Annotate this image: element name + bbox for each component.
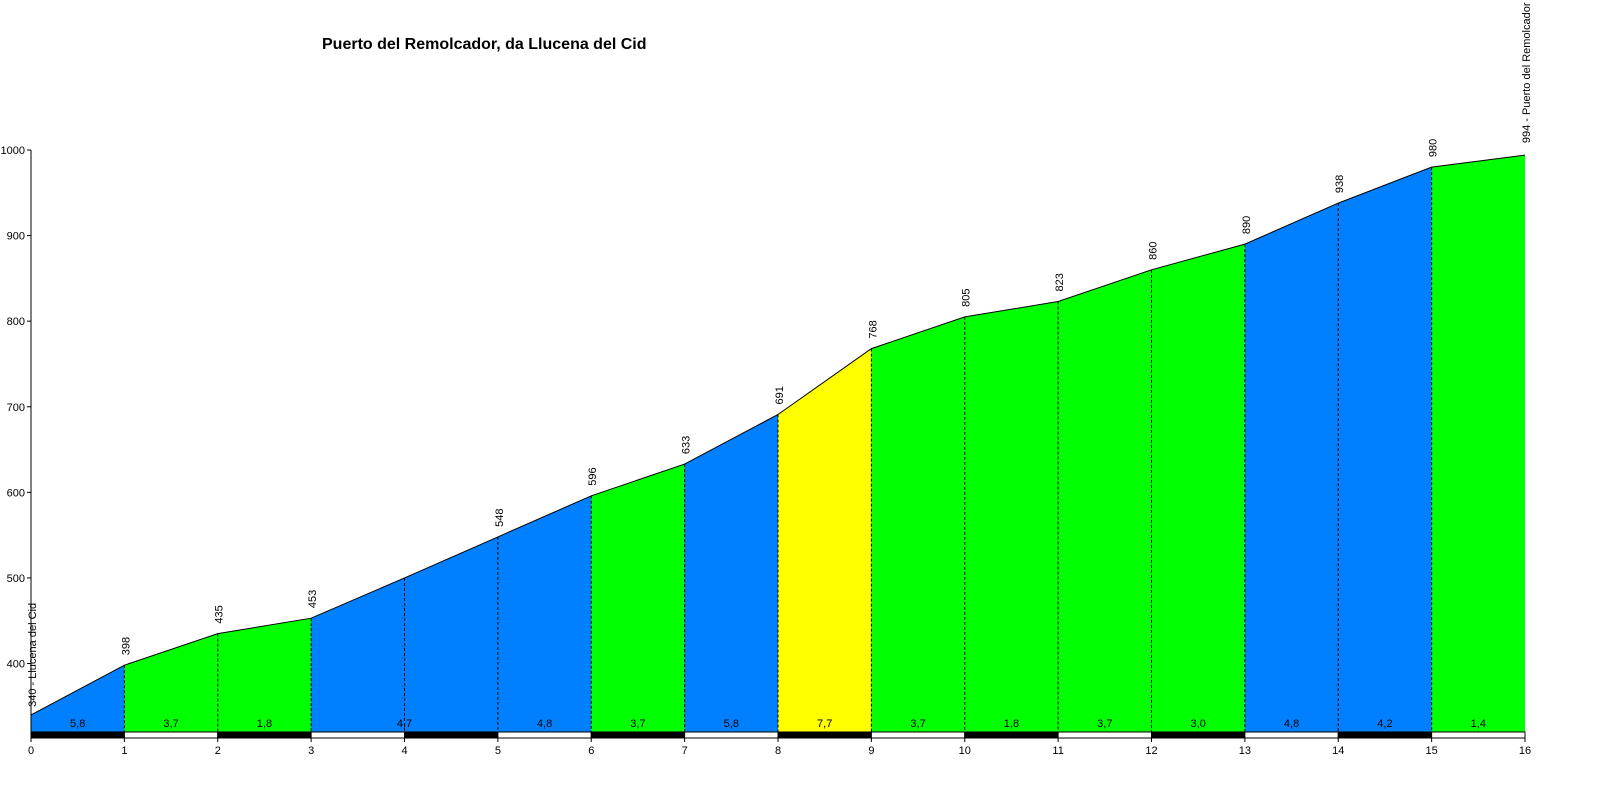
- scale-block-14: [1337, 731, 1433, 739]
- segment-area-4: [497, 495, 592, 732]
- scale-block-5: [497, 731, 592, 739]
- scale-block-9: [870, 731, 966, 739]
- segment-area-5: [591, 464, 685, 732]
- elevation-label-14: 938: [1334, 175, 1346, 193]
- y-tick-label-4: 800: [7, 316, 25, 328]
- scale-block-15: [1431, 731, 1526, 739]
- segment-area-0: [31, 665, 125, 732]
- km-dividers: [123, 167, 1433, 732]
- x-tick-label-8: 8: [775, 745, 781, 757]
- scale-block-13: [1244, 731, 1339, 739]
- x-tick-label-6: 6: [588, 745, 594, 757]
- segment-area-1: [124, 633, 218, 732]
- segment-area-6: [684, 414, 778, 732]
- scale-block-4: [404, 731, 499, 739]
- scale-block-3: [310, 731, 405, 739]
- x-tick-label-15: 15: [1426, 745, 1438, 757]
- segment-area-7: [778, 348, 872, 732]
- y-tick-label-5: 900: [7, 231, 25, 243]
- x-tick-label-7: 7: [682, 745, 688, 757]
- gradient-label-4: 4,8: [537, 718, 552, 730]
- y-tick-label-6: 1000: [1, 145, 25, 157]
- y-tick-label-0: 400: [7, 659, 25, 671]
- x-tick-label-9: 9: [868, 745, 874, 757]
- gradient-label-3: 4,7: [397, 718, 412, 730]
- y-tick-label-3: 700: [7, 402, 25, 414]
- elevation-label-9: 768: [867, 320, 879, 338]
- km-scale-bar: [30, 731, 1526, 739]
- elevation-label-8: 691: [774, 386, 786, 404]
- x-tick-label-13: 13: [1239, 745, 1251, 757]
- y-axis: 400 500 600 700 800 900 1000: [1, 145, 32, 732]
- scale-block-2: [217, 731, 312, 739]
- elevation-label-2: 435: [214, 605, 226, 623]
- gradient-label-8: 3,7: [910, 718, 925, 730]
- elevation-label-7: 633: [681, 436, 693, 454]
- gradient-label-6: 5,8: [724, 718, 739, 730]
- elevation-labels: 340 - Llucena del Cid 398 435 453 548 596 633 6…: [27, 2, 1533, 707]
- segment-areas: [31, 155, 1525, 733]
- y-tick-label-1: 500: [7, 573, 25, 585]
- scale-block-11: [1057, 731, 1152, 739]
- gradient-label-7: 7,7: [817, 718, 832, 730]
- elevation-label-16: 994 - Puerto del Remolcador: [1521, 2, 1533, 143]
- x-tick-label-4: 4: [401, 745, 407, 757]
- scale-block-10: [964, 731, 1059, 739]
- elevation-label-5: 548: [494, 508, 506, 526]
- segment-area-9: [964, 301, 1059, 732]
- segment-area-2: [217, 618, 312, 732]
- elevation-label-11: 823: [1054, 273, 1066, 291]
- gradient-label-12: 4,8: [1284, 718, 1299, 730]
- x-axis: 0 1 2 3 4 5 6 7 8 9 10 11 12 13 14 15 16: [28, 737, 1531, 757]
- x-tick-label-10: 10: [959, 745, 971, 757]
- gradient-label-2: 1,8: [257, 718, 272, 730]
- x-tick-label-12: 12: [1145, 745, 1157, 757]
- scale-block-0: [30, 731, 125, 739]
- gradient-label-0: 5,8: [70, 718, 85, 730]
- elevation-label-12: 860: [1148, 241, 1160, 259]
- x-tick-label-0: 0: [28, 745, 34, 757]
- gradient-label-14: 1,4: [1471, 718, 1486, 730]
- segment-area-13: [1338, 167, 1432, 733]
- x-tick-label-1: 1: [121, 745, 127, 757]
- x-tick-label-2: 2: [215, 745, 221, 757]
- gradient-labels: 5,8 3,7 1,8 4,7 4,8 3,7 5,8 7,7 3,7 1,8 3,7 3,0 4,8 4…: [70, 718, 1486, 730]
- x-tick-label-3: 3: [308, 745, 314, 757]
- gradient-label-13: 4,2: [1377, 718, 1392, 730]
- gradient-label-10: 3,7: [1097, 718, 1112, 730]
- y-tick-label-2: 600: [7, 487, 25, 499]
- profile-line: [30, 154, 1526, 716]
- elevation-label-13: 890: [1241, 216, 1253, 234]
- elevation-label-10: 805: [961, 289, 973, 307]
- gradient-label-11: 3,0: [1191, 718, 1206, 730]
- scale-block-12: [1151, 731, 1246, 739]
- elevation-label-15: 980: [1428, 139, 1440, 157]
- x-tick-label-14: 14: [1332, 745, 1344, 757]
- elevation-label-0: 340 - Llucena del Cid: [27, 603, 39, 707]
- chart-title: Puerto del Remolcador, da Llucena del Ci…: [322, 36, 647, 53]
- segment-area-14: [1431, 155, 1525, 733]
- x-tick-label-11: 11: [1052, 745, 1063, 757]
- segment-area-8: [871, 316, 965, 732]
- segment-area-10: [1058, 269, 1152, 732]
- elevation-label-3: 453: [307, 590, 319, 608]
- segment-area-11: [1151, 244, 1245, 732]
- scale-block-1: [123, 731, 219, 739]
- x-tick-label-16: 16: [1519, 745, 1531, 757]
- segment-area-12: [1244, 203, 1339, 733]
- elevation-label-1: 398: [120, 637, 132, 655]
- gradient-label-1: 3,7: [163, 718, 178, 730]
- x-tick-label-5: 5: [495, 745, 501, 757]
- scale-block-6: [590, 731, 686, 739]
- gradient-label-5: 3,7: [630, 718, 645, 730]
- scale-block-8: [777, 731, 872, 739]
- gradient-label-9: 1,8: [1004, 718, 1019, 730]
- scale-block-7: [684, 731, 779, 739]
- elevation-label-6: 596: [587, 467, 599, 485]
